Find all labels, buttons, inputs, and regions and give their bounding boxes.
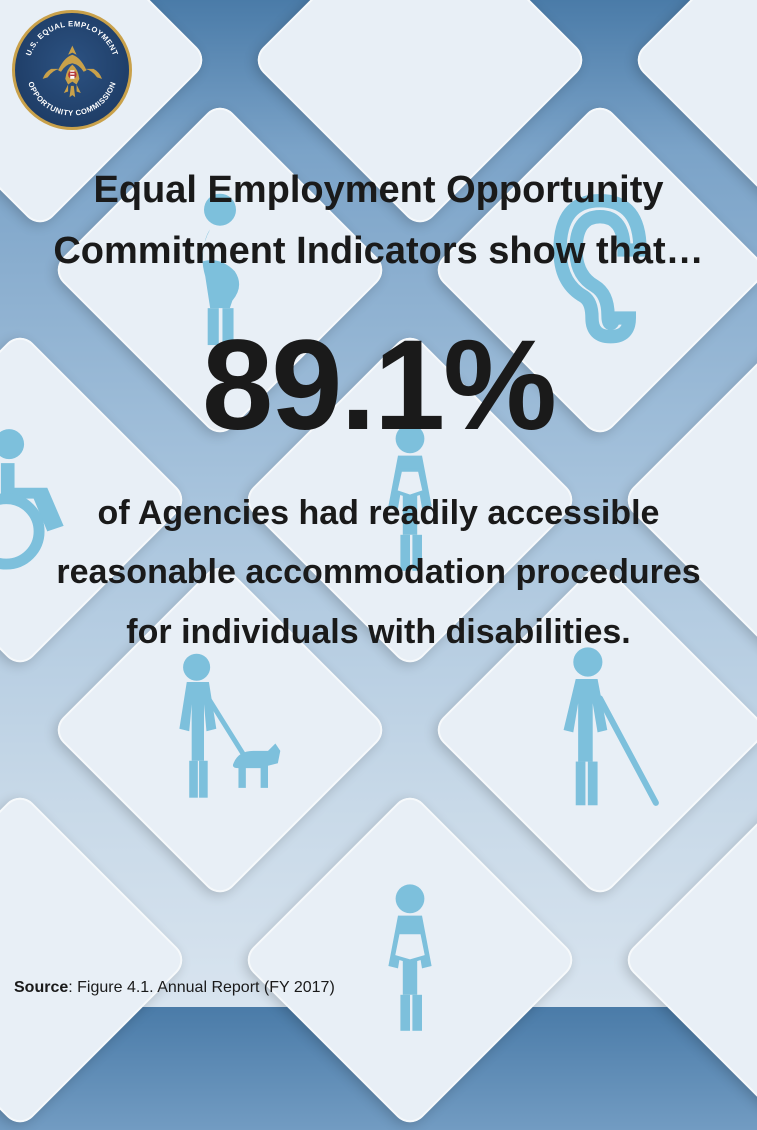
statistic-value: 89.1% (202, 312, 555, 459)
seal-top-text: U.S. EQUAL EMPLOYMENT (24, 19, 120, 57)
eeoc-seal: U.S. EQUAL EMPLOYMENT OPPORTUNITY COMMIS… (12, 10, 132, 130)
svg-text:OPPORTUNITY COMMISSION: OPPORTUNITY COMMISSION (26, 80, 118, 117)
headline-text: Equal Employment Opportunity Commitment … (40, 160, 717, 282)
source-citation: Source: Figure 4.1. Annual Report (FY 20… (14, 979, 335, 997)
source-text: : Figure 4.1. Annual Report (FY 2017) (68, 979, 335, 996)
seal-bottom-text: OPPORTUNITY COMMISSION (26, 80, 118, 117)
body-text: of Agencies had readily accessible reaso… (40, 484, 717, 663)
svg-text:U.S. EQUAL EMPLOYMENT: U.S. EQUAL EMPLOYMENT (24, 19, 120, 57)
main-content: Equal Employment Opportunity Commitment … (0, 0, 757, 1007)
source-label: Source (14, 979, 68, 996)
